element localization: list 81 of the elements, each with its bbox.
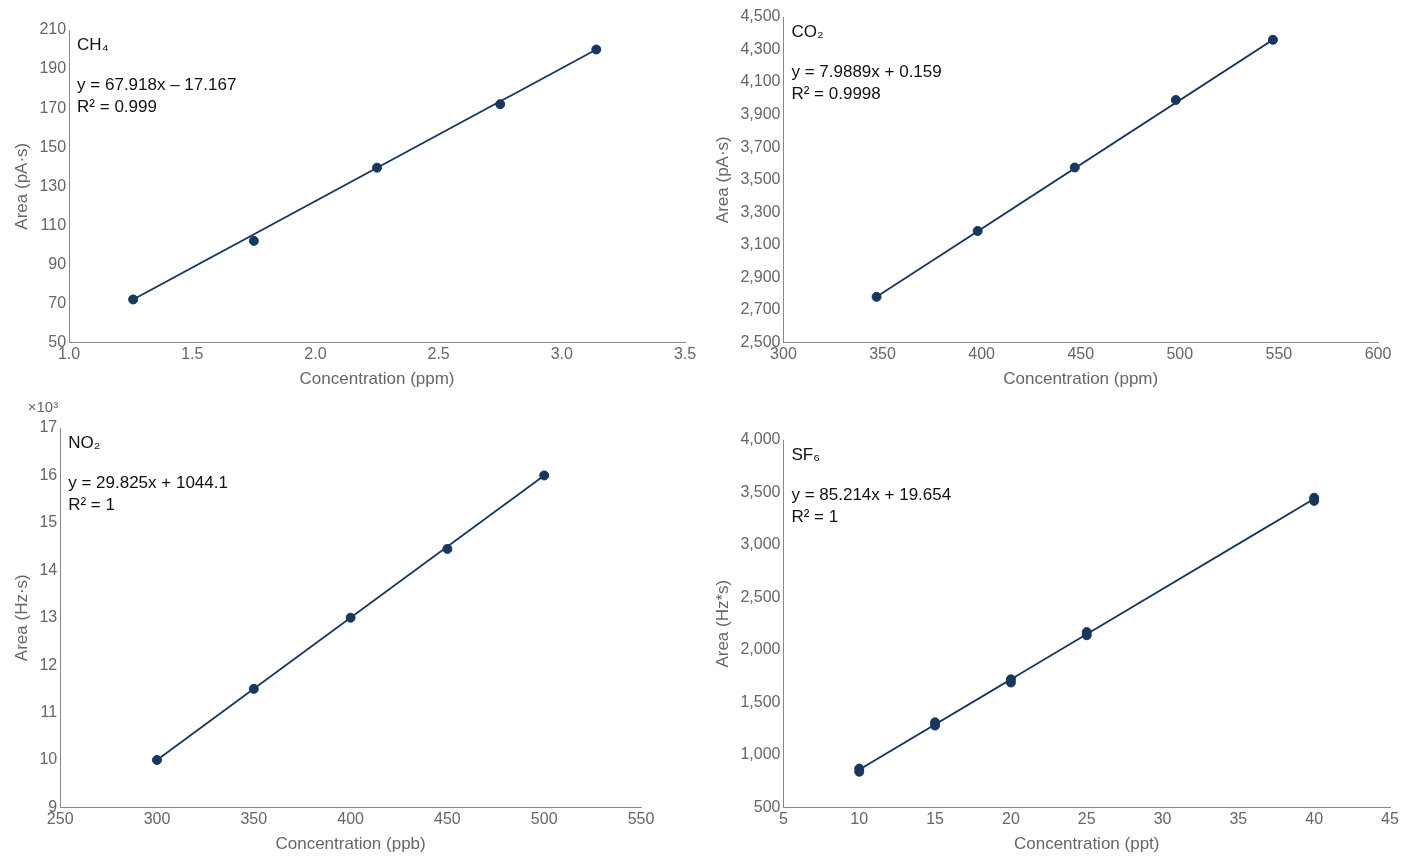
annotation: CO₂ <box>791 22 824 41</box>
y-axis-title: Area (Hz*s) <box>712 579 732 668</box>
y-tick-label: 3,000 <box>740 535 781 553</box>
y-tick-label: 150 <box>39 137 67 155</box>
y-tick-label: 2,700 <box>740 300 781 318</box>
y-tick-label: 190 <box>39 59 67 77</box>
y-tick-label: 70 <box>48 293 67 311</box>
annotation: y = 85.214x + 19.654 <box>791 485 952 504</box>
y-tick-label: 16 <box>39 465 58 483</box>
y-axis-title: Area (pA·s) <box>11 142 31 230</box>
y-tick-label: 4,000 <box>740 430 781 448</box>
x-tick-label: 500 <box>530 810 558 828</box>
y-tick-label: 14 <box>39 560 58 578</box>
y-tick-label: 13 <box>39 608 58 626</box>
y-tick-label: 4,300 <box>740 39 781 57</box>
x-tick-label: 15 <box>926 810 945 828</box>
y-tick-label: 12 <box>39 655 58 673</box>
y-tick-label: 15 <box>39 513 58 531</box>
annotation: R² = 1 <box>791 507 839 526</box>
y-tick-label: 4,100 <box>740 72 781 90</box>
y-tick-label: 170 <box>39 98 67 116</box>
annotation: CH₄ <box>77 35 109 54</box>
x-tick-label: 20 <box>1002 810 1020 828</box>
y-tick-label: 130 <box>39 176 67 194</box>
y-axis-title: Area (pA·s) <box>712 136 732 224</box>
x-tick-label: 25 <box>1077 810 1096 828</box>
x-tick-label: 35 <box>1229 810 1248 828</box>
annotation: R² = 1 <box>68 495 115 514</box>
annotation: y = 29.825x + 1044.1 <box>68 473 228 492</box>
x-tick-label: 5 <box>778 810 788 828</box>
annotation: R² = 0.999 <box>77 97 157 116</box>
y-tick-label: 10 <box>39 750 58 768</box>
annotation: R² = 0.9998 <box>791 84 881 103</box>
y-tick-label: 17 <box>39 418 58 436</box>
x-tick-label: 350 <box>869 345 896 363</box>
y-tick-label: 1,500 <box>740 692 781 710</box>
x-tick-label: 1.5 <box>181 345 204 363</box>
y-tick-label: 1,000 <box>740 745 781 763</box>
text: ×10³ <box>27 398 59 415</box>
annotation: y = 7.9889x + 0.159 <box>791 62 942 81</box>
x-axis-title: Concentration (ppt) <box>1013 834 1160 854</box>
y-axis-title: Area (Hz·s) <box>11 574 31 662</box>
x-axis-title: Concentration (ppm) <box>1003 369 1159 389</box>
annotation: NO₂ <box>68 433 101 452</box>
x-tick-label: 300 <box>143 810 171 828</box>
x-tick-label: 40 <box>1305 810 1324 828</box>
x-tick-label: 3.5 <box>673 345 697 363</box>
x-tick-label: 30 <box>1153 810 1172 828</box>
annotation: y = 67.918x – 17.167 <box>77 75 237 94</box>
x-tick-label: 400 <box>968 345 996 363</box>
x-tick-label: 450 <box>1067 345 1095 363</box>
x-tick-label: 550 <box>1265 345 1293 363</box>
y-tick-label: 500 <box>753 797 781 815</box>
x-tick-label: 400 <box>337 810 365 828</box>
x-tick-label: 500 <box>1166 345 1194 363</box>
y-tick-label: 110 <box>40 215 67 233</box>
y-tick-label: 90 <box>48 254 67 272</box>
x-tick-label: 2.5 <box>427 345 450 363</box>
x-tick-label: 450 <box>434 810 461 828</box>
x-tick-label: 550 <box>627 810 655 828</box>
x-tick-label: 2.0 <box>304 345 327 363</box>
x-tick-label: 600 <box>1364 345 1392 363</box>
y-tick-label: 3,500 <box>740 170 781 188</box>
x-tick-label: 10 <box>850 810 869 828</box>
x-axis-title: Concentration (ppb) <box>275 834 426 854</box>
y-tick-label: 3,500 <box>740 482 781 500</box>
annotation: SF₆ <box>791 445 821 464</box>
x-tick-label: 3.0 <box>550 345 574 363</box>
y-tick-label: 3,300 <box>740 202 781 220</box>
y-tick-label: 4,500 <box>740 7 781 25</box>
y-tick-label: 2,500 <box>740 587 781 605</box>
y-tick-label: 210 <box>39 20 67 38</box>
y-tick-label: 3,900 <box>740 105 781 123</box>
x-tick-label: 350 <box>240 810 268 828</box>
x-tick-label: 45 <box>1381 810 1399 828</box>
x-axis-title: Concentration (ppm) <box>299 369 455 389</box>
y-tick-label: 3,100 <box>740 235 781 253</box>
y-tick-label: 3,700 <box>740 137 781 155</box>
y-tick-label: 11 <box>40 702 58 720</box>
y-tick-label: 2,900 <box>740 267 781 285</box>
y-tick-label: 2,000 <box>740 640 781 658</box>
